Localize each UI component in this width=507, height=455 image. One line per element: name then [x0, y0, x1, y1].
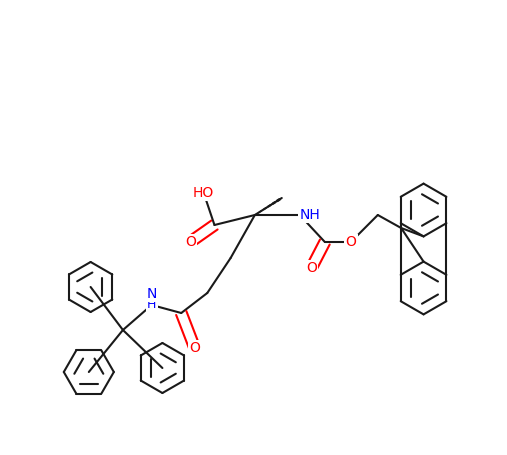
- Text: NH: NH: [300, 208, 320, 222]
- Text: O: O: [306, 261, 317, 275]
- Text: O: O: [189, 341, 200, 355]
- Text: O: O: [185, 235, 196, 249]
- Text: H: H: [147, 298, 156, 312]
- Text: O: O: [345, 235, 356, 249]
- Text: HO: HO: [193, 186, 214, 200]
- Text: N: N: [147, 287, 157, 301]
